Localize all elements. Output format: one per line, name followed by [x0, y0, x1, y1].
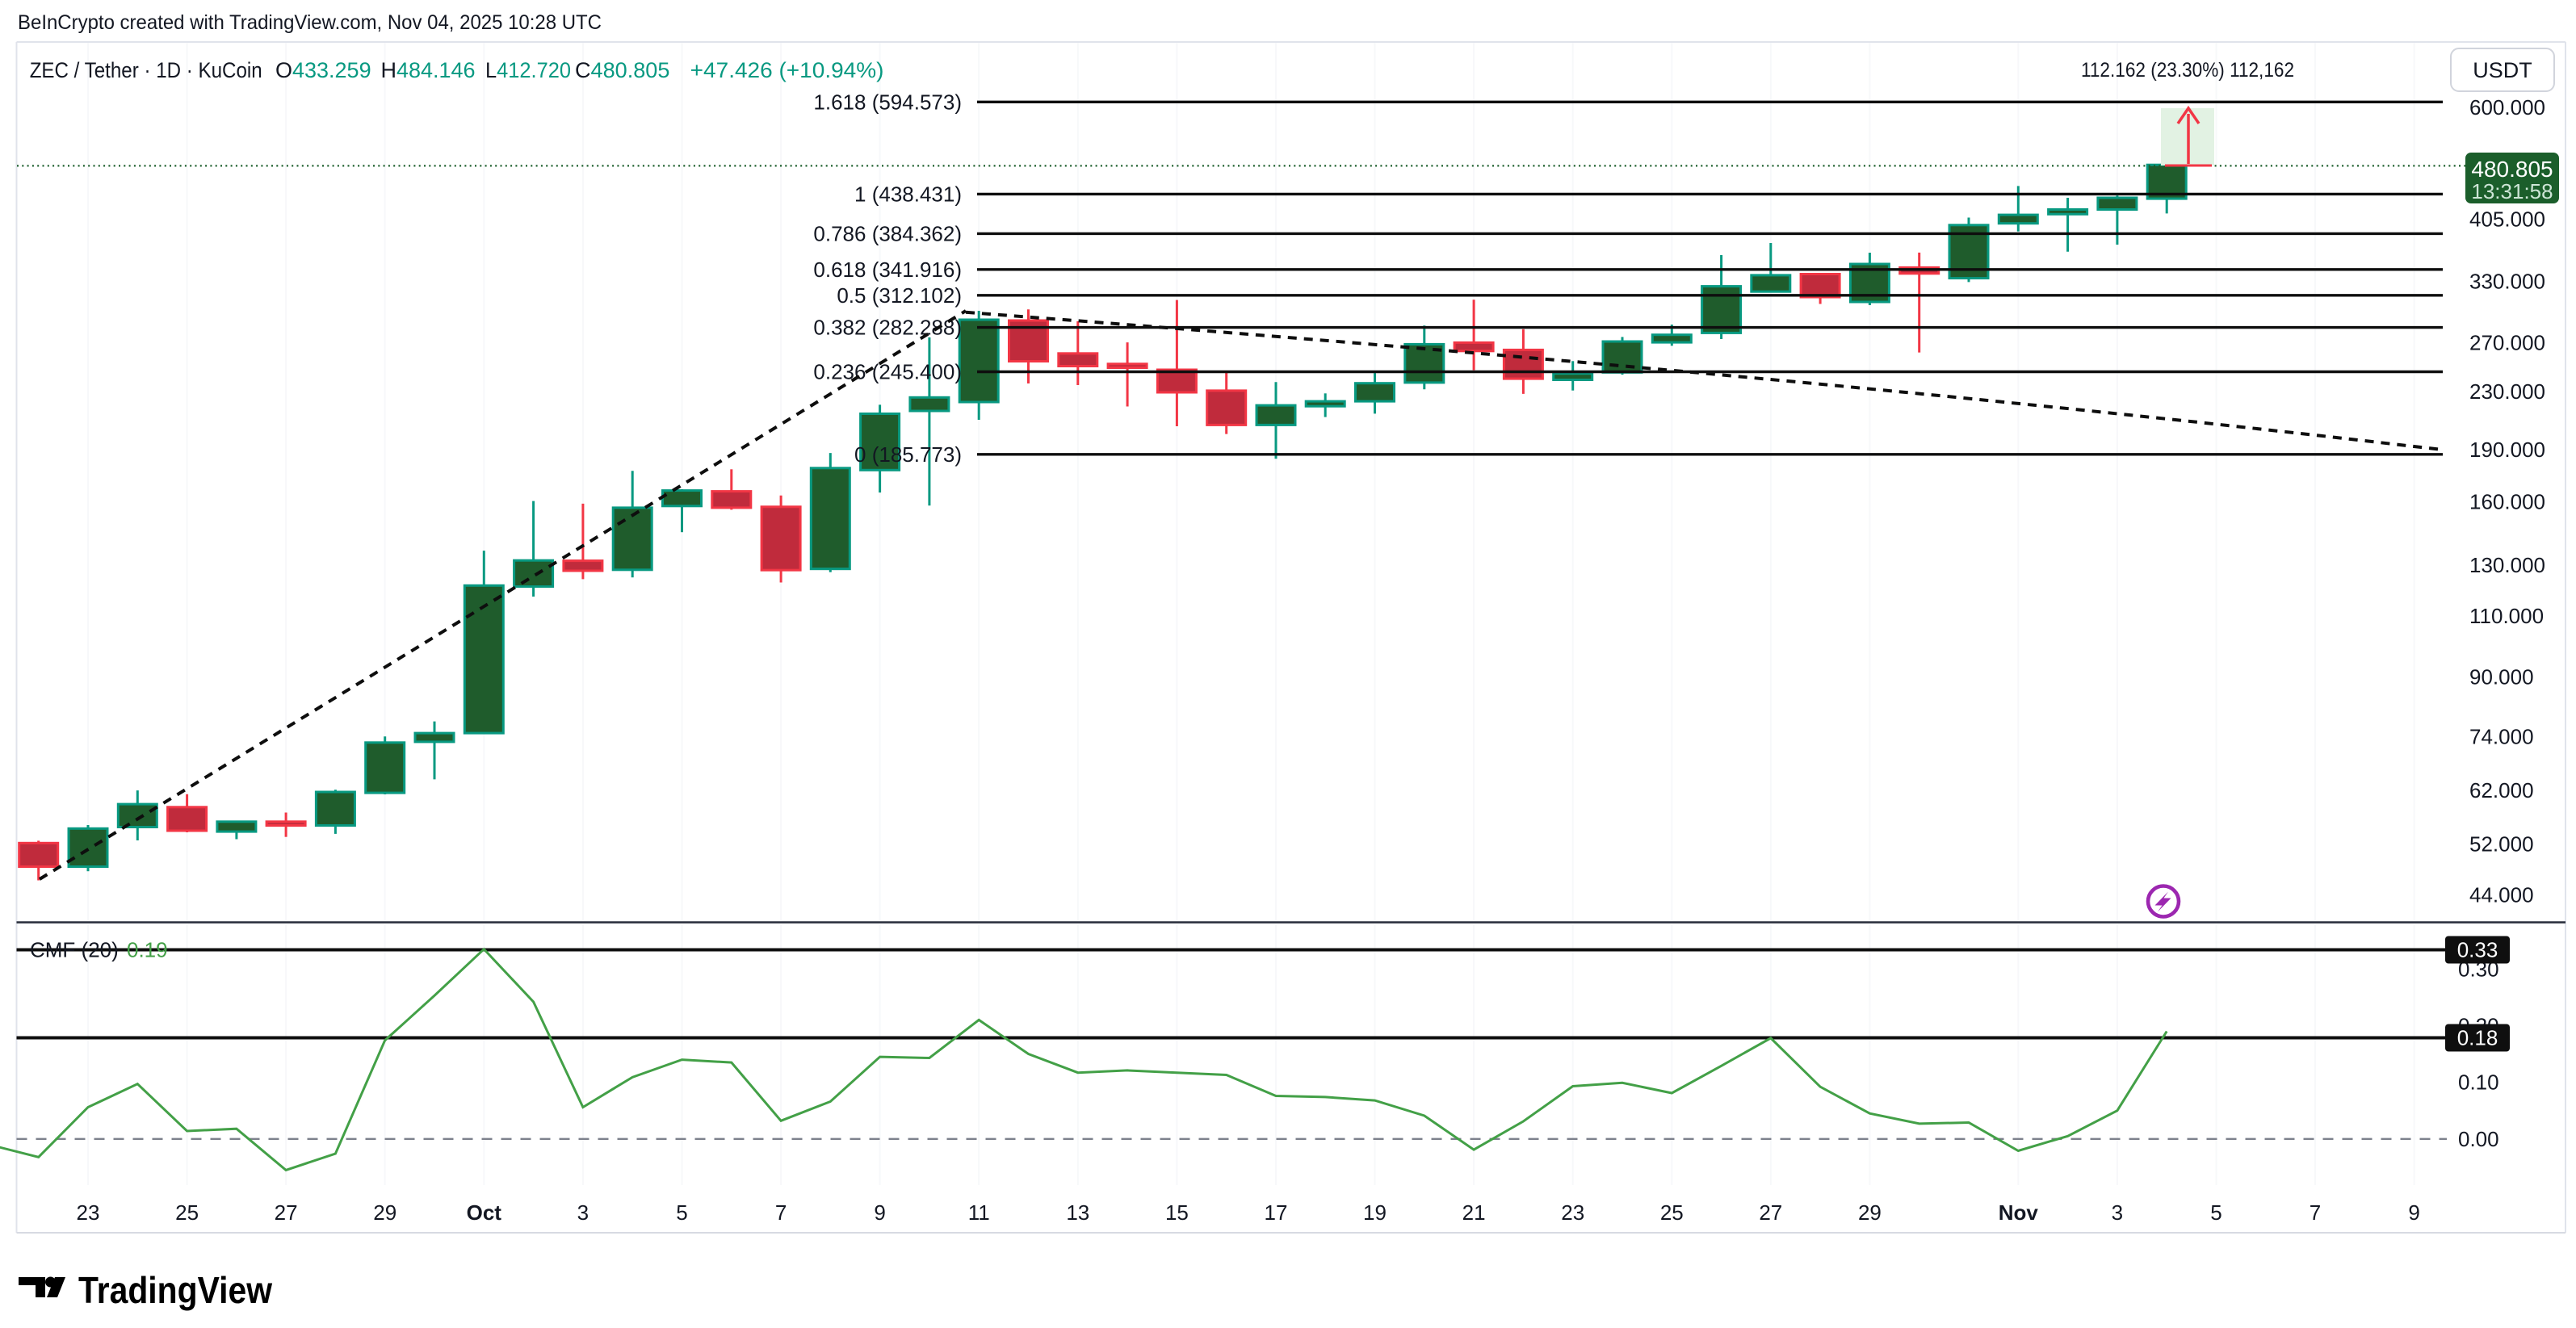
svg-text:0.5 (312.102): 0.5 (312.102)	[837, 283, 962, 308]
svg-text:3: 3	[577, 1200, 589, 1225]
svg-text:90.000: 90.000	[2469, 665, 2534, 689]
svg-text:L412.720: L412.720	[485, 58, 571, 82]
svg-text:330.000: 330.000	[2469, 270, 2545, 294]
svg-text:27: 27	[1759, 1200, 1782, 1225]
svg-text:13:31:58: 13:31:58	[2471, 179, 2553, 203]
svg-text:CMF (20): CMF (20)	[30, 938, 119, 962]
svg-text:270.000: 270.000	[2469, 330, 2545, 354]
svg-text:21: 21	[1462, 1200, 1486, 1225]
svg-text:0.786 (384.362): 0.786 (384.362)	[813, 221, 962, 245]
svg-text:160.000: 160.000	[2469, 490, 2545, 514]
svg-text:15: 15	[1165, 1200, 1189, 1225]
svg-text:130.000: 130.000	[2469, 553, 2545, 577]
svg-text:TradingView: TradingView	[78, 1269, 272, 1311]
svg-text:ZEC / Tether · 1D · KuCoin: ZEC / Tether · 1D · KuCoin	[30, 58, 262, 82]
svg-text:13: 13	[1066, 1200, 1089, 1225]
svg-text:0.00: 0.00	[2458, 1127, 2499, 1151]
svg-text:1 (438.431): 1 (438.431)	[854, 182, 962, 206]
svg-text:480.805: 480.805	[2471, 157, 2553, 182]
svg-text:7: 7	[2310, 1200, 2321, 1225]
svg-text:52.000: 52.000	[2469, 832, 2534, 856]
svg-text:0.10: 0.10	[2458, 1070, 2499, 1095]
svg-text:0.19: 0.19	[127, 938, 168, 962]
svg-text:5: 5	[2210, 1200, 2221, 1225]
svg-text:25: 25	[1660, 1200, 1684, 1225]
svg-text:23: 23	[77, 1200, 100, 1225]
svg-text:1.618 (594.573): 1.618 (594.573)	[813, 90, 962, 114]
svg-text:23: 23	[1561, 1200, 1584, 1225]
svg-text:+47.426 (+10.94%): +47.426 (+10.94%)	[690, 58, 884, 82]
svg-text:H484.146: H484.146	[381, 58, 476, 82]
svg-text:BeInCrypto created with Tradin: BeInCrypto created with TradingView.com,…	[18, 11, 602, 34]
svg-text:9: 9	[2408, 1200, 2419, 1225]
svg-text:Nov: Nov	[1999, 1200, 2039, 1225]
svg-text:Oct: Oct	[467, 1200, 502, 1225]
svg-text:7: 7	[775, 1200, 787, 1225]
svg-text:17: 17	[1265, 1200, 1288, 1225]
svg-text:0.618 (341.916): 0.618 (341.916)	[813, 258, 962, 282]
svg-text:29: 29	[1858, 1200, 1882, 1225]
svg-text:19: 19	[1363, 1200, 1387, 1225]
svg-text:0 (185.773): 0 (185.773)	[854, 442, 962, 467]
svg-text:44.000: 44.000	[2469, 882, 2534, 907]
svg-text:C480.805: C480.805	[575, 58, 669, 82]
svg-text:405.000: 405.000	[2469, 207, 2545, 232]
svg-text:112.162 (23.30%) 112,162: 112.162 (23.30%) 112,162	[2081, 59, 2294, 82]
svg-text:27: 27	[275, 1200, 298, 1225]
svg-text:0.33: 0.33	[2457, 938, 2498, 962]
svg-text:9: 9	[874, 1200, 885, 1225]
svg-text:5: 5	[676, 1200, 687, 1225]
svg-text:74.000: 74.000	[2469, 724, 2534, 748]
svg-text:62.000: 62.000	[2469, 778, 2534, 802]
svg-text:11: 11	[968, 1200, 990, 1225]
svg-text:O433.259: O433.259	[275, 58, 371, 82]
svg-text:29: 29	[373, 1200, 396, 1225]
svg-text:110.000: 110.000	[2469, 604, 2544, 628]
svg-text:3: 3	[2112, 1200, 2123, 1225]
svg-text:USDT: USDT	[2473, 58, 2532, 82]
svg-text:25: 25	[175, 1200, 199, 1225]
svg-text:230.000: 230.000	[2469, 379, 2545, 404]
svg-text:0.18: 0.18	[2457, 1026, 2498, 1050]
svg-text:600.000: 600.000	[2469, 95, 2545, 119]
svg-text:0.236 (245.400): 0.236 (245.400)	[813, 360, 962, 384]
svg-text:190.000: 190.000	[2469, 438, 2545, 462]
